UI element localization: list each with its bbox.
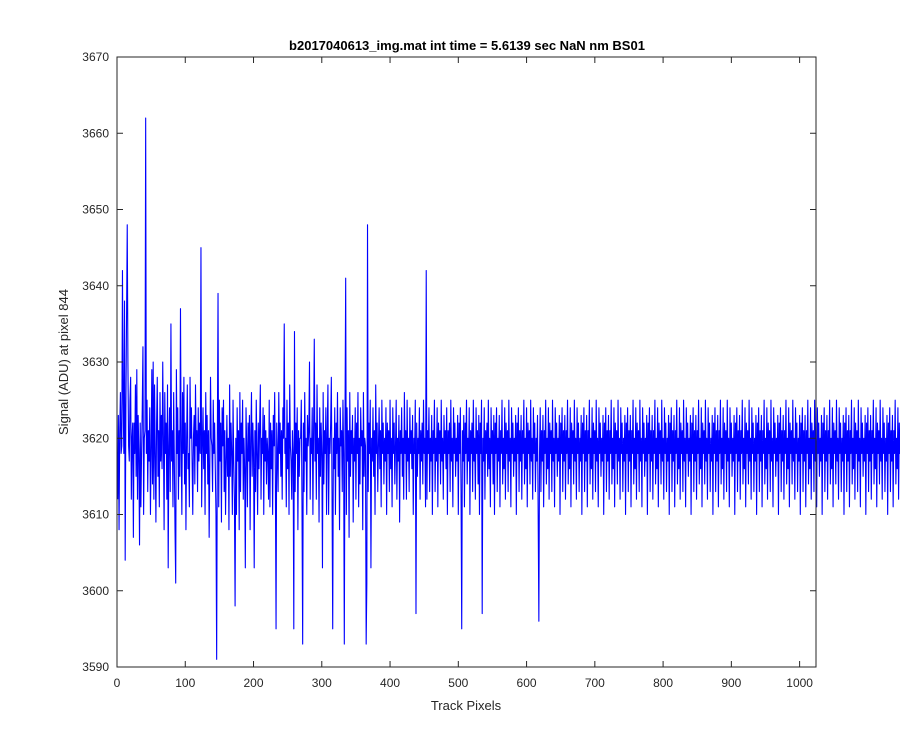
x-tick-label: 700 bbox=[585, 676, 605, 690]
y-tick-label: 3670 bbox=[82, 50, 109, 64]
y-tick-label: 3620 bbox=[82, 431, 109, 445]
x-tick-label: 900 bbox=[721, 676, 741, 690]
series-line-1 bbox=[117, 117, 900, 660]
y-tick-label: 3610 bbox=[82, 508, 109, 522]
x-tick-label: 0 bbox=[114, 676, 121, 690]
x-axis-label: Track Pixels bbox=[431, 698, 502, 713]
ticks-layer: 0 100 200 300 400 500 600 700 800 900 1000 3590 3600… bbox=[82, 50, 816, 690]
chart-title: b2017040613_img.mat int time = 5.6139 se… bbox=[289, 38, 645, 53]
y-tick-label: 3590 bbox=[82, 660, 109, 674]
x-tick-label: 100 bbox=[175, 676, 195, 690]
x-tick-label: 400 bbox=[380, 676, 400, 690]
y-tick-label: 3600 bbox=[82, 584, 109, 598]
x-tick-label: 200 bbox=[244, 676, 264, 690]
y-tick-label: 3650 bbox=[82, 203, 109, 217]
y-tick-label: 3630 bbox=[82, 355, 109, 369]
x-tick-label: 1000 bbox=[786, 676, 813, 690]
series-layer bbox=[117, 117, 900, 660]
x-tick-label: 800 bbox=[653, 676, 673, 690]
x-tick-label: 500 bbox=[448, 676, 468, 690]
y-tick-label: 3660 bbox=[82, 126, 109, 140]
plot-area bbox=[117, 57, 816, 667]
y-tick-label: 3640 bbox=[82, 279, 109, 293]
y-axis-label: Signal (ADU) at pixel 844 bbox=[56, 289, 71, 435]
x-tick-label: 600 bbox=[517, 676, 537, 690]
x-tick-label: 300 bbox=[312, 676, 332, 690]
